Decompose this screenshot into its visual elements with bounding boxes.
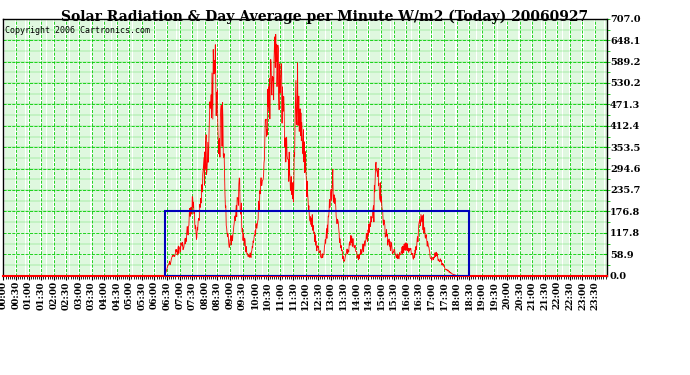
Text: Solar Radiation & Day Average per Minute W/m2 (Today) 20060927: Solar Radiation & Day Average per Minute…	[61, 9, 588, 24]
Bar	[165, 211, 469, 276]
Text: Copyright 2006 Cartronics.com: Copyright 2006 Cartronics.com	[5, 27, 150, 36]
